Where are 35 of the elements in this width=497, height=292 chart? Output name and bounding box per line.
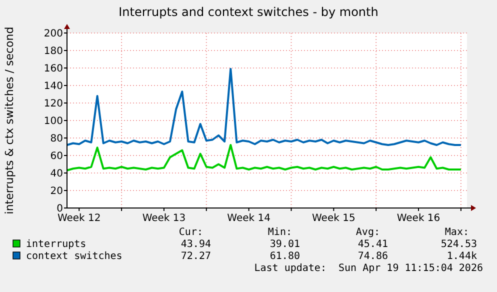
text: 1.44k: [446, 251, 477, 262]
y-tick-label: 180: [44, 46, 63, 57]
text: 43.94: [180, 239, 211, 250]
y-axis-title: interrupts & ctx switches / second: [3, 26, 16, 214]
y-tick-label: 160: [44, 64, 63, 74]
legend-label: context switches: [26, 251, 122, 262]
x-tick-label: Week 13: [142, 213, 186, 224]
legend-label: interrupts: [26, 239, 86, 250]
x-tick-label: Week 12: [57, 213, 101, 224]
y-tick-label: 40: [50, 168, 63, 180]
text: 524.53: [440, 239, 477, 250]
text: 74.86: [358, 251, 388, 262]
x-tick-label: Week 14: [227, 213, 270, 224]
text: 61.80: [270, 251, 300, 262]
y-tick-label: 60: [50, 151, 63, 162]
chart-title: Interrupts and context switches - by month: [118, 5, 378, 19]
y-tick-label: 0: [56, 204, 63, 214]
text: Last update: Sun Apr 19 11:15:04 2026: [254, 263, 483, 274]
line-series: [66, 68, 462, 146]
line-series: [66, 144, 462, 172]
x-tick-label: Week 15: [312, 213, 356, 224]
text: Cur:: [178, 227, 203, 238]
text: Min:: [268, 227, 292, 238]
y-tick-label: 80: [50, 134, 63, 144]
text: Max:: [444, 227, 469, 238]
text: 45.41: [358, 239, 388, 250]
text: 39.01: [270, 239, 300, 250]
text: 72.27: [180, 251, 211, 262]
y-tick-label: 20: [50, 186, 63, 197]
y-tick-label: 120: [44, 98, 63, 110]
y-tick-label: 200: [44, 28, 63, 40]
text: Avg:: [356, 227, 380, 238]
y-tick-label: 140: [44, 81, 63, 92]
y-tick-label: 100: [44, 116, 63, 127]
x-tick-label: Week 16: [396, 213, 440, 224]
